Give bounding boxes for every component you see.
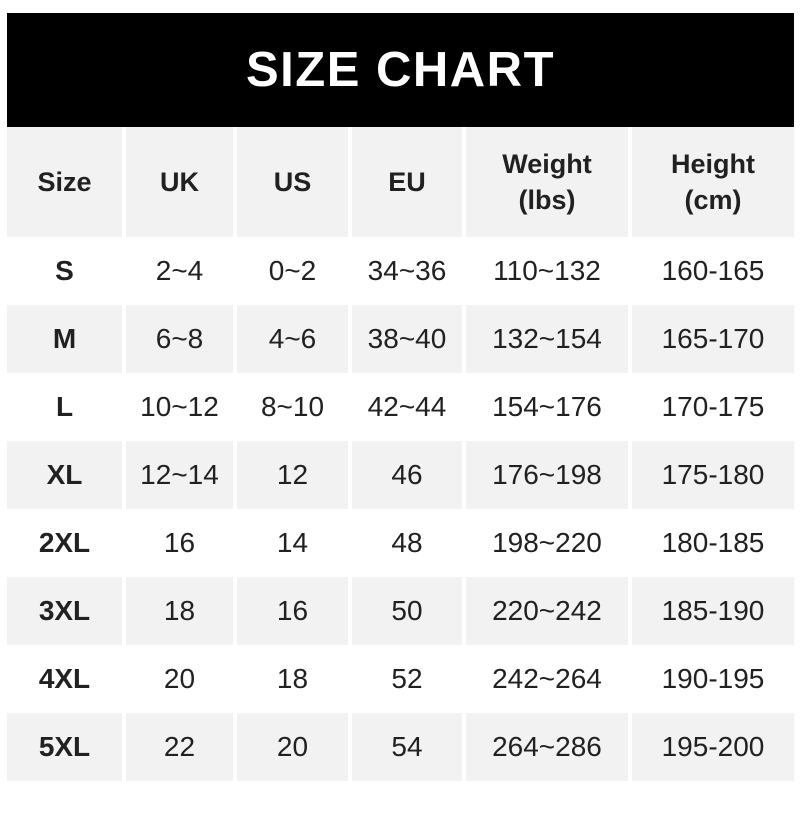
cell-uk: 22: [122, 713, 233, 781]
cell-height: 195-200: [628, 713, 794, 781]
cell-uk: 6~8: [122, 305, 233, 373]
table-row-s: S 2~4 0~2 34~36 110~132 160-165: [7, 237, 794, 305]
cell-eu: 54: [348, 713, 462, 781]
cell-size: 4XL: [38, 663, 91, 694]
table-header-row: Size UK US EU Weight (lbs) Height (cm): [7, 127, 794, 237]
cell-eu: 34~36: [348, 237, 462, 305]
cell-uk: 20: [122, 645, 233, 713]
cell-size: L: [55, 391, 74, 422]
cell-uk: 2~4: [122, 237, 233, 305]
cell-eu: 52: [348, 645, 462, 713]
cell-eu: 46: [348, 441, 462, 509]
cell-height: 180-185: [628, 509, 794, 577]
cell-eu: 38~40: [348, 305, 462, 373]
cell-us: 0~2: [233, 237, 348, 305]
cell-weight: 132~154: [462, 305, 628, 373]
cell-us: 18: [233, 645, 348, 713]
cell-weight: 176~198: [462, 441, 628, 509]
table-row-2xl: 2XL 16 14 48 198~220 180-185: [7, 509, 794, 577]
cell-size: M: [7, 305, 122, 373]
cell-weight: 242~264: [462, 645, 628, 713]
column-header-us-label: US: [273, 167, 312, 197]
cell-height: 190-195: [628, 645, 794, 713]
cell-weight: 264~286: [462, 713, 628, 781]
column-header-height-label: Height: [671, 149, 755, 179]
cell-weight: 154~176: [462, 373, 628, 441]
column-header-eu-label: EU: [388, 167, 426, 197]
column-header-uk-label: UK: [160, 167, 199, 197]
column-header-eu: EU: [348, 127, 462, 237]
cell-size: S: [55, 255, 74, 286]
cell-us: 16: [233, 577, 348, 645]
cell-uk: 12~14: [122, 441, 233, 509]
column-header-height-sub: (cm): [684, 185, 742, 215]
cell-size: 5XL: [7, 713, 122, 781]
cell-size: 2XL: [38, 527, 91, 558]
size-chart-table: Size UK US EU Weight (lbs) Height (cm) S 2…: [7, 127, 794, 781]
table-row-3xl: 3XL 18 16 50 220~242 185-190: [7, 577, 794, 645]
column-header-size-label: Size: [37, 167, 92, 197]
table-row-4xl: 4XL 20 18 52 242~264 190-195: [7, 645, 794, 713]
column-header-height: Height (cm): [628, 127, 794, 237]
size-chart-banner: SIZE CHART: [7, 13, 794, 127]
cell-weight: 110~132: [462, 237, 628, 305]
table-row-l: L 10~12 8~10 42~44 154~176 170-175: [7, 373, 794, 441]
cell-eu: 50: [348, 577, 462, 645]
column-header-uk: UK: [122, 127, 233, 237]
cell-eu: 42~44: [348, 373, 462, 441]
cell-uk: 16: [122, 509, 233, 577]
cell-uk: 10~12: [122, 373, 233, 441]
cell-weight: 220~242: [462, 577, 628, 645]
table-row-m: M 6~8 4~6 38~40 132~154 165-170: [7, 305, 794, 373]
table-row-5xl: 5XL 22 20 54 264~286 195-200: [7, 713, 794, 781]
column-header-weight-label: Weight: [502, 149, 592, 179]
column-header-us: US: [233, 127, 348, 237]
cell-height: 170-175: [628, 373, 794, 441]
size-chart-page: SIZE CHART Size UK US EU Weight (lbs) Hei…: [0, 13, 800, 813]
cell-size: XL: [7, 441, 122, 509]
cell-us: 20: [233, 713, 348, 781]
cell-us: 12: [233, 441, 348, 509]
cell-height: 185-190: [628, 577, 794, 645]
cell-us: 14: [233, 509, 348, 577]
cell-size: 3XL: [7, 577, 122, 645]
cell-eu: 48: [348, 509, 462, 577]
cell-uk: 18: [122, 577, 233, 645]
cell-height: 160-165: [628, 237, 794, 305]
size-chart-title: SIZE CHART: [246, 43, 555, 97]
cell-us: 4~6: [233, 305, 348, 373]
cell-height: 165-170: [628, 305, 794, 373]
cell-us: 8~10: [233, 373, 348, 441]
column-header-weight: Weight (lbs): [462, 127, 628, 237]
cell-weight: 198~220: [462, 509, 628, 577]
column-header-weight-sub: (lbs): [518, 185, 576, 215]
cell-height: 175-180: [628, 441, 794, 509]
column-header-size: Size: [7, 127, 122, 237]
table-row-xl: XL 12~14 12 46 176~198 175-180: [7, 441, 794, 509]
